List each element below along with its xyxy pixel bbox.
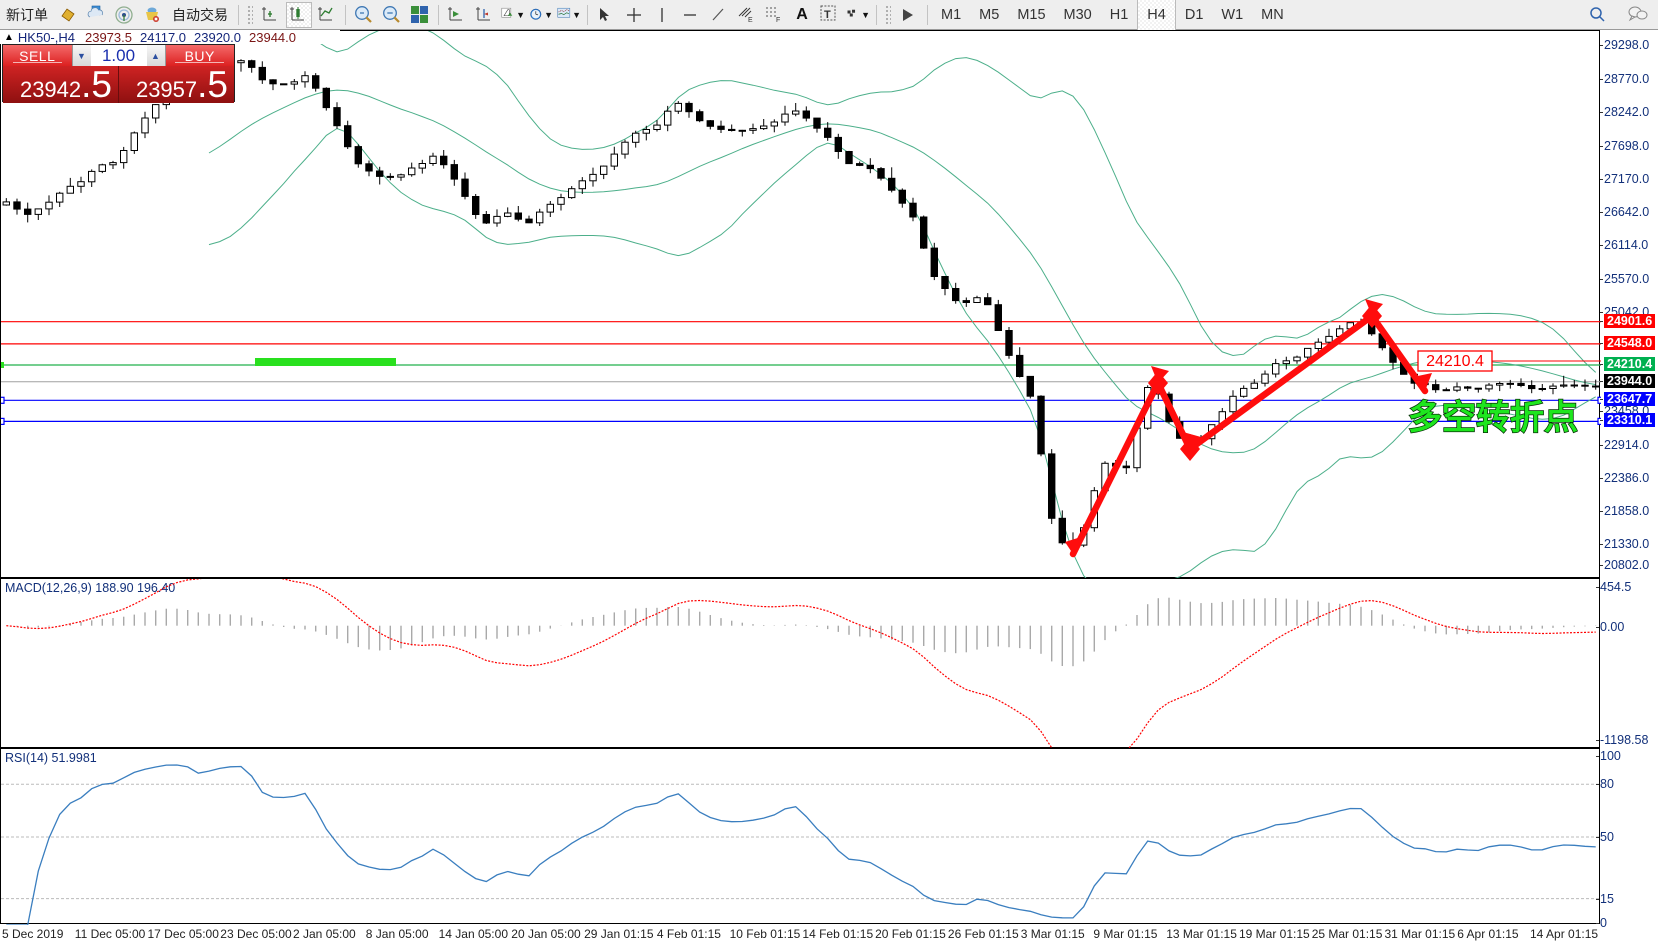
svg-text:T: T xyxy=(824,9,831,21)
svg-text:多空转折点: 多空转折点 xyxy=(1408,399,1578,437)
svg-text:24210.4: 24210.4 xyxy=(1426,353,1484,370)
svg-text:E: E xyxy=(748,17,753,24)
svg-text:F: F xyxy=(776,17,780,24)
